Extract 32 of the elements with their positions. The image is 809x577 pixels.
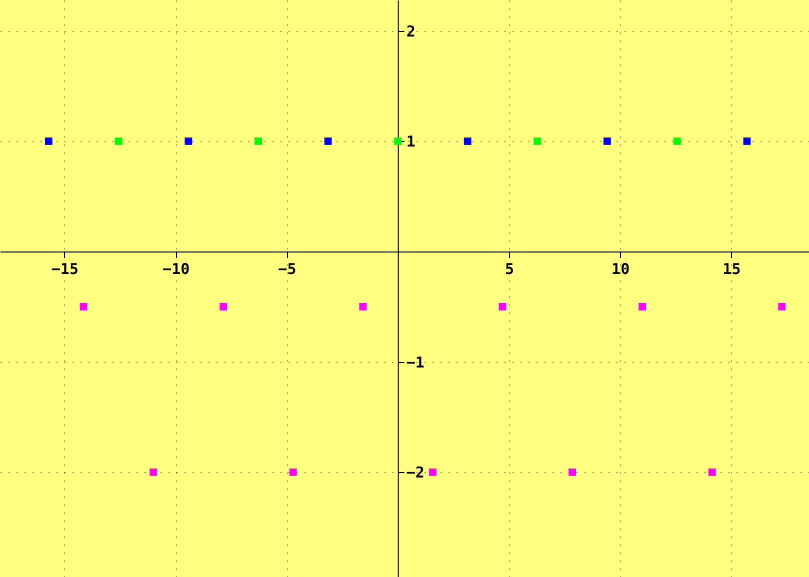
x-tick-label: −15 (51, 260, 78, 278)
y-tick-label: −1 (406, 353, 424, 372)
point (254, 138, 262, 145)
point (778, 302, 786, 310)
point (359, 302, 367, 310)
point (324, 138, 332, 145)
point (150, 468, 158, 476)
point (498, 302, 506, 310)
y-tick-label: 2 (406, 22, 416, 40)
y-tick-label: −2 (406, 464, 424, 482)
y-tick-label: 1 (406, 132, 416, 151)
x-tick-label: −10 (162, 260, 190, 278)
point (708, 468, 716, 476)
x-tick-label: 10 (612, 260, 630, 278)
point (114, 138, 122, 145)
point (429, 468, 436, 476)
point (638, 302, 646, 310)
x-tick-label: 15 (722, 260, 741, 278)
point (184, 138, 192, 145)
point (44, 138, 52, 145)
point (80, 302, 88, 310)
point (220, 302, 228, 310)
point (603, 138, 611, 145)
x-tick-label: −5 (278, 260, 296, 278)
point (394, 138, 402, 145)
point (464, 138, 472, 145)
point (673, 138, 681, 145)
point (534, 138, 542, 145)
point (289, 468, 297, 476)
point (743, 138, 751, 145)
x-tick-label: 5 (504, 260, 514, 278)
point (568, 468, 576, 476)
